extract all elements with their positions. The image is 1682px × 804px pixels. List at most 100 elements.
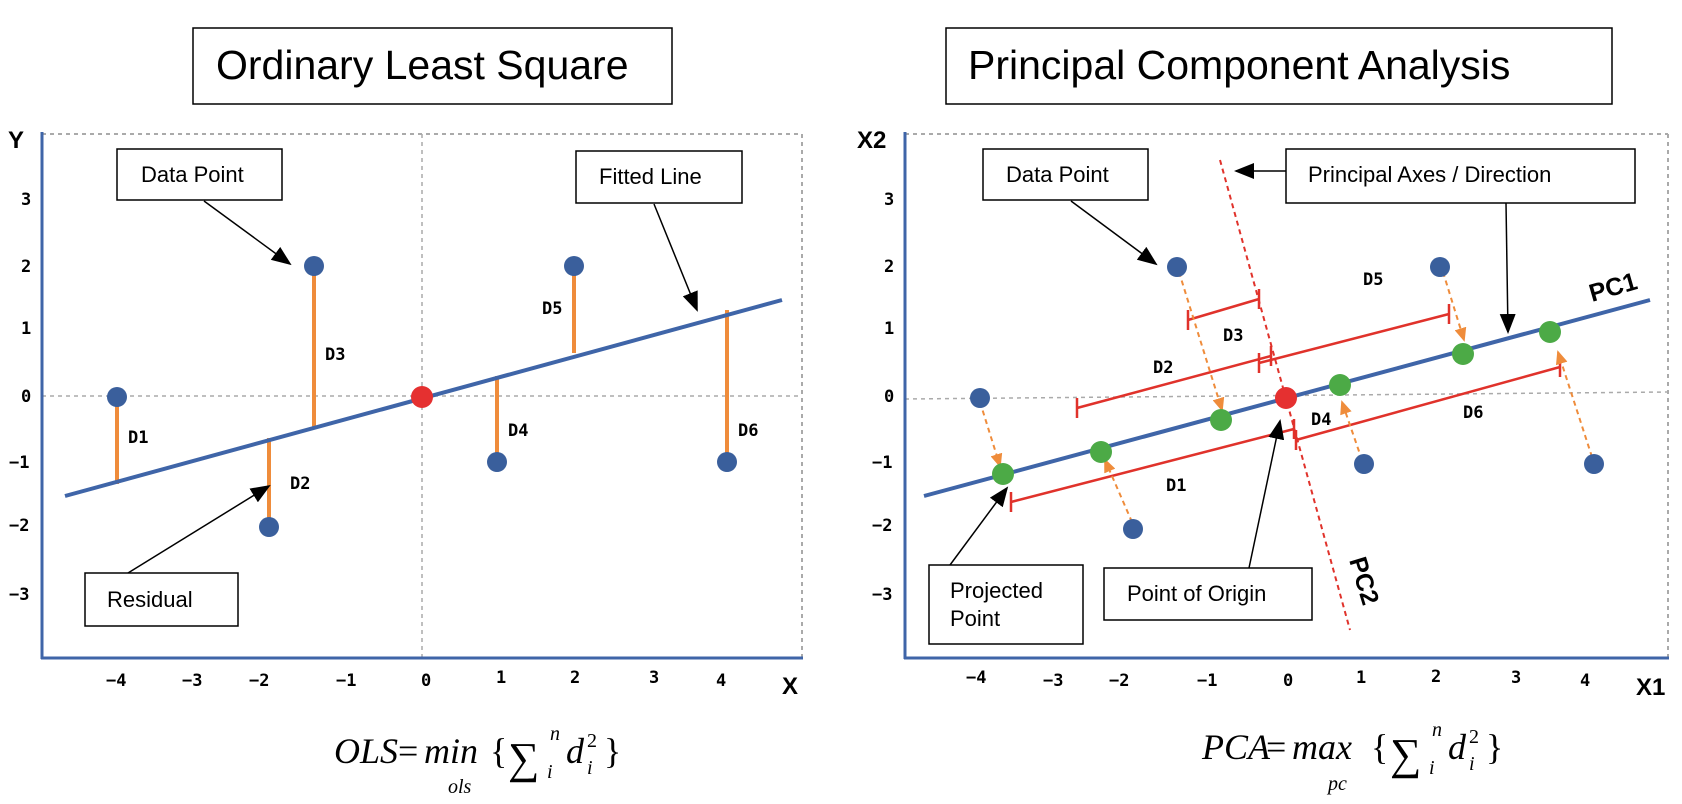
pca-callout-principal-axes-box <box>1285 148 1636 204</box>
projected-point <box>1210 409 1232 431</box>
projection-arrow <box>1555 350 1593 458</box>
pca-formula-op: max <box>1292 727 1352 767</box>
ols-residual-label-d6: D6 <box>738 421 758 441</box>
pca-formula-sigma: ∑ <box>1390 730 1421 779</box>
ols-formula-rbrace: } <box>604 731 621 771</box>
ols-x-tick: −2 <box>249 671 269 691</box>
pca-x-tick: 1 <box>1356 668 1366 688</box>
ols-y-tick: −1 <box>9 453 29 473</box>
projected-point <box>1329 374 1351 396</box>
data-point <box>487 452 507 472</box>
pca-panel: Principal Component Analysis X2 X1 3 2 1… <box>857 27 1669 795</box>
pca-distance-label-d4: D4 <box>1311 410 1331 430</box>
projected-point <box>992 463 1014 485</box>
ols-x-tick: −3 <box>182 671 202 691</box>
ols-origin-point <box>411 386 433 408</box>
projected-point <box>1539 321 1561 343</box>
ols-x-axis-label: X <box>782 673 798 700</box>
pca-callout-origin-box <box>1103 567 1313 621</box>
pc2-label: PC2 <box>1343 554 1384 609</box>
pca-y-tick: −1 <box>872 453 892 473</box>
data-point <box>1167 257 1187 277</box>
pca-x-tick: −2 <box>1109 671 1129 691</box>
ols-y-ticks: 3 2 1 0 −1 −2 −3 <box>9 190 31 605</box>
ols-residual-label-d2: D2 <box>290 474 310 494</box>
ols-formula-sub: i <box>547 761 553 783</box>
pca-y-axis-label: X2 <box>857 127 886 154</box>
ols-x-ticks: −4 −3 −2 −1 0 1 2 3 4 <box>106 668 726 691</box>
ols-arrow-fitted-line <box>653 203 698 312</box>
ols-formula-sup: n <box>550 723 560 745</box>
pca-formula-sub: i <box>1429 757 1435 779</box>
pca-data-points <box>970 257 1604 539</box>
pca-x-tick: 0 <box>1283 671 1293 691</box>
ols-formula-term-sup: 2 <box>587 730 597 752</box>
ols-formula: OLS = min ols { ∑ n i d 2 i } <box>334 723 621 798</box>
ols-callout-fitted-line-box <box>575 150 743 204</box>
ols-y-axis-label: Y <box>8 127 24 154</box>
pca-x-tick: −3 <box>1043 671 1063 691</box>
ols-residuals <box>115 266 729 526</box>
pca-callout-projected-point-line1: Projected <box>950 578 1043 603</box>
ols-callout-fitted-line: Fitted Line <box>599 164 702 189</box>
data-point <box>1354 454 1374 474</box>
ols-callout-residual: Residual <box>107 587 193 612</box>
ols-formula-eq: = <box>398 731 418 771</box>
ols-x-tick: 4 <box>716 671 726 691</box>
ols-formula-term: d <box>566 731 585 771</box>
pca-formula-lhs: PCA <box>1201 727 1271 767</box>
distance-bracket-d2 <box>1075 346 1273 418</box>
projection-arrow <box>979 401 1003 468</box>
data-point <box>1123 519 1143 539</box>
ols-formula-op-sub: ols <box>448 776 472 798</box>
ols-data-points <box>107 256 737 537</box>
pca-formula-op-sub: pc <box>1326 773 1347 795</box>
distance-bracket-d1 <box>1009 419 1296 512</box>
pca-callout-origin: Point of Origin <box>1127 581 1266 606</box>
projection-arrow <box>1340 400 1363 461</box>
projection-arrow <box>1178 271 1225 412</box>
pca-callout-projected-point-line2: Point <box>950 606 1000 631</box>
pca-distance-label-d3: D3 <box>1223 326 1243 346</box>
pca-formula-lbrace: { <box>1371 727 1388 767</box>
distance-bracket-d6 <box>1294 357 1562 450</box>
pca-callout-data-point-box <box>982 148 1149 201</box>
pca-projected-points <box>992 321 1561 485</box>
pca-formula-term: d <box>1448 727 1467 767</box>
data-point <box>1430 257 1450 277</box>
ols-residual-label-d3: D3 <box>325 345 345 365</box>
pc1-label: PC1 <box>1586 267 1641 307</box>
pca-distance-label-d1: D1 <box>1166 476 1186 496</box>
ols-residual-label-d4: D4 <box>508 421 528 441</box>
ols-formula-sigma: ∑ <box>508 734 539 783</box>
ols-formula-op: min <box>424 731 478 771</box>
pca-formula-term-sub: i <box>1469 753 1475 775</box>
ols-title: Ordinary Least Square <box>216 42 629 88</box>
data-point <box>717 452 737 472</box>
ols-formula-lhs: OLS <box>334 731 398 771</box>
ols-y-tick: 3 <box>21 190 31 210</box>
ols-arrow-residual <box>127 484 271 574</box>
pca-callout-projected-point-box <box>928 564 1084 645</box>
pca-distance-label-d5: D5 <box>1363 270 1383 290</box>
pca-callout-principal-axes: Principal Axes / Direction <box>1308 162 1551 187</box>
pca-y-tick: 3 <box>884 190 894 210</box>
pca-x-axis-label: X1 <box>1636 674 1665 701</box>
ols-x-tick: 3 <box>649 668 659 688</box>
projection-arrow <box>1104 458 1133 523</box>
data-point <box>970 388 990 408</box>
pca-x-tick: 2 <box>1431 667 1441 687</box>
pca-y-tick: 0 <box>884 387 894 407</box>
pca-x-tick: −1 <box>1197 671 1217 691</box>
pca-y-tick: −2 <box>872 516 892 536</box>
ols-x-tick: −4 <box>106 671 126 691</box>
ols-y-tick: 0 <box>21 387 31 407</box>
ols-y-tick: −3 <box>9 585 29 605</box>
pca-x-tick: 3 <box>1511 668 1521 688</box>
distance-bracket-d5 <box>1257 304 1451 373</box>
ols-residual-label-d5: D5 <box>542 299 562 319</box>
pca-distance-label-d6: D6 <box>1463 403 1483 423</box>
pca-x-ticks: −4 −3 −2 −1 0 1 2 3 4 <box>966 667 1590 691</box>
pca-formula: PCA = max pc { ∑ n i d 2 i } <box>1201 719 1503 795</box>
